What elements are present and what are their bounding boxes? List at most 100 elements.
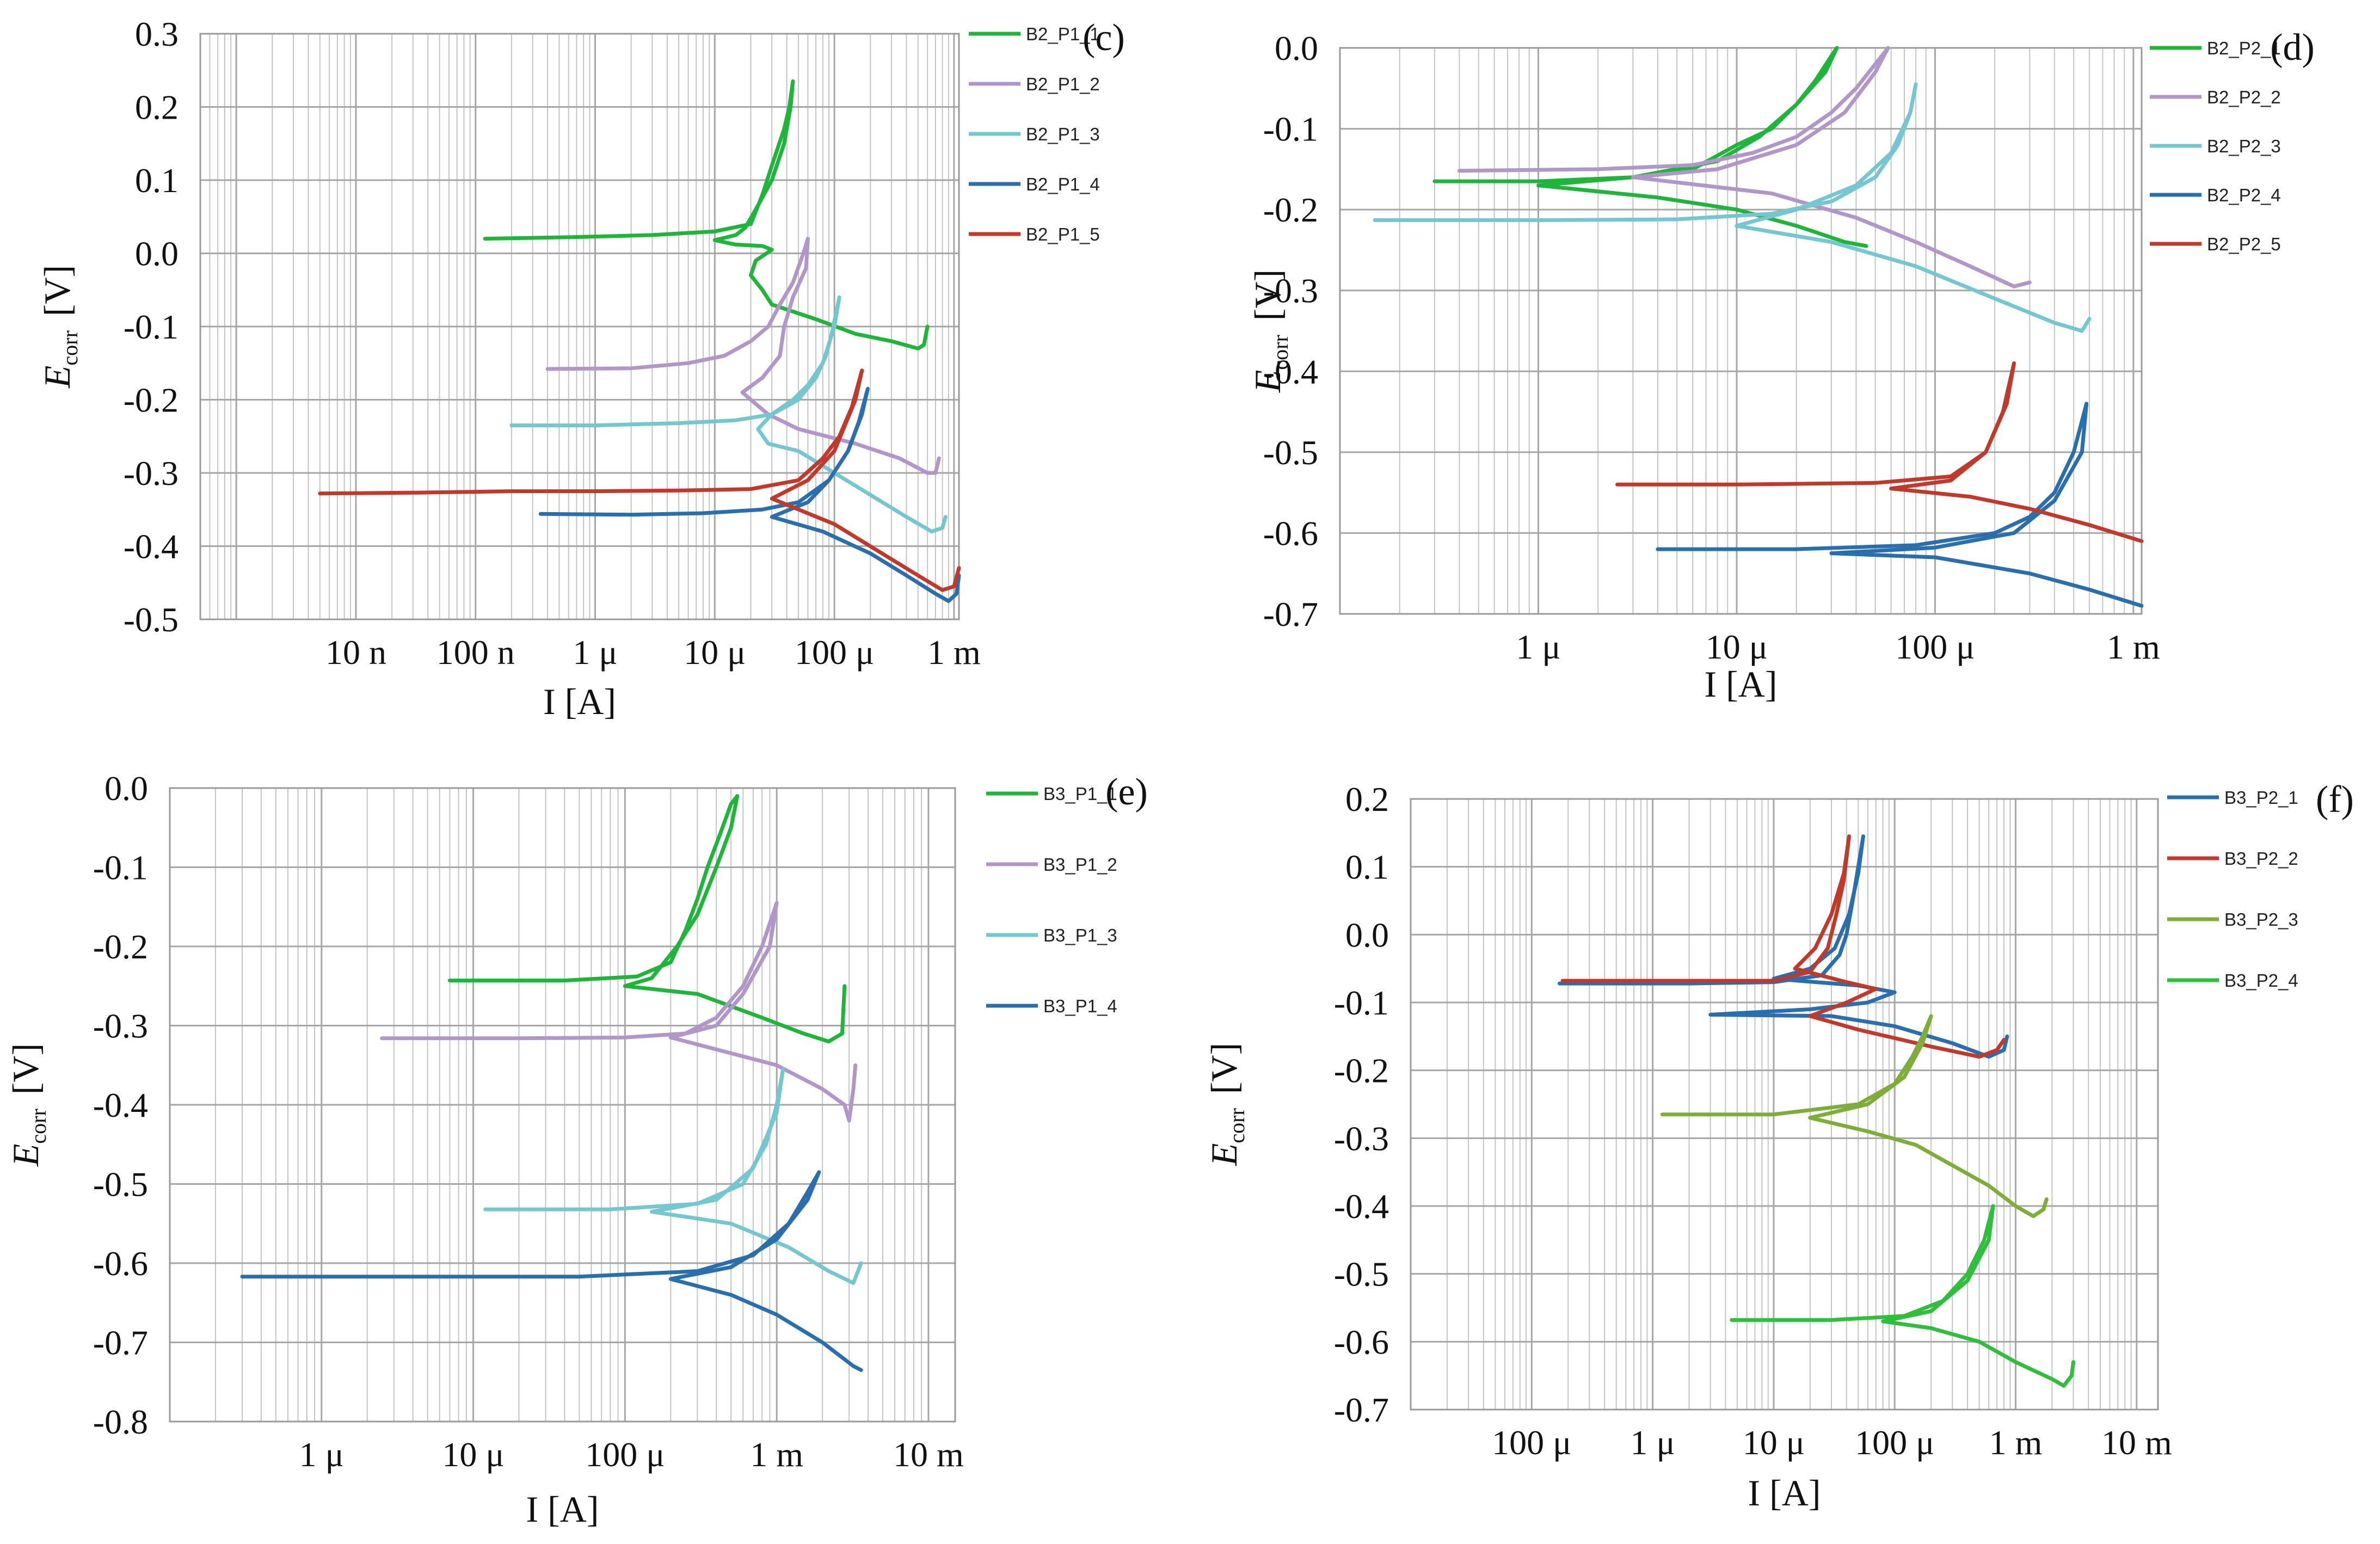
x-tick-label: 1 μ	[1630, 1423, 1675, 1462]
legend: B3_P2_1 B3_P2_2 B3_P2_3 B3_P2_4	[2167, 788, 2298, 991]
y-tick-label: -0.5	[1334, 1255, 1389, 1294]
grid-lines	[1410, 798, 2158, 1411]
chart-panel-e: 0.0 -0.1 -0.2 -0.3 -0.4 -0.5 -0.6 -0.7 -0.8 1 μ 10…	[5, 769, 1148, 1530]
legend-entry-label: B2_P2_4	[2207, 185, 2281, 205]
y-axis-subscript: corr	[58, 330, 82, 365]
y-tick-label: -0.3	[93, 1007, 148, 1045]
legend-entry-label: B2_P2_5	[2207, 234, 2281, 254]
legend-entry-label: B3_P1_1	[1043, 784, 1117, 804]
y-tick-label: 0.0	[104, 769, 148, 808]
y-tick-label: -0.2	[124, 381, 179, 420]
x-tick-label: 10 m	[2101, 1423, 2172, 1462]
y-axis-unit: [V]	[1203, 1043, 1245, 1094]
y-axis-symbol: E	[1203, 1143, 1245, 1167]
y-tick-label: -0.4	[1263, 352, 1318, 391]
legend-entry-label: B2_P1_2	[1026, 74, 1100, 94]
y-tick-label: -0.1	[1263, 110, 1318, 149]
series-line-b2-p2-2	[1457, 46, 2032, 288]
x-axis-label: I [A]	[1748, 1472, 1821, 1514]
x-tick-label: 1 μ	[1516, 628, 1560, 666]
series-line-b3-p1-4	[240, 1170, 863, 1372]
chart-panel-c: 0.3 0.2 0.1 0.0 -0.1 -0.2 -0.3 -0.4 -0.5 10 n 100 …	[36, 15, 1125, 722]
series-line-b3-p2-3	[1660, 1014, 2049, 1219]
series-line-b2-p1-2	[545, 237, 941, 475]
series-line-b3-p2-2	[1560, 834, 2006, 1059]
grid-lines	[169, 787, 955, 1423]
x-tick-label: 100 n	[436, 633, 515, 672]
y-tick-label: -0.7	[1334, 1391, 1389, 1429]
series-line-b2-p1-5	[318, 368, 961, 592]
x-tick-label: 1 μ	[299, 1435, 344, 1474]
series-line-b2-p2-4	[1656, 402, 2144, 608]
x-tick-label: 10 μ	[442, 1435, 504, 1474]
series-line-b2-p2-5	[1615, 361, 2144, 543]
x-tick-label: 100 μ	[585, 1435, 665, 1474]
y-tick-label: -0.3	[1263, 272, 1318, 310]
series-line-b2-p1-1	[483, 79, 930, 350]
y-tick-label: -0.3	[1334, 1119, 1389, 1158]
y-tick-label: -0.1	[93, 848, 148, 887]
legend: B2_P2_1 B2_P2_2 B2_P2_3 B2_P2_4 B2_P2_5	[2150, 38, 2281, 254]
x-tick-label: 10 μ	[1706, 628, 1768, 666]
series-lines	[318, 79, 961, 603]
y-axis-unit: [V]	[1247, 269, 1288, 321]
legend-entry-label: B3_P2_1	[2224, 788, 2298, 808]
y-tick-label: -0.2	[1334, 1051, 1389, 1090]
legend-entry-label: B2_P1_4	[1026, 174, 1100, 194]
y-tick-label: -0.4	[124, 527, 179, 566]
y-tick-label: -0.8	[93, 1402, 148, 1441]
y-tick-label: 0.3	[135, 15, 179, 53]
series-lines	[1373, 46, 2144, 608]
y-tick-label: -0.6	[1263, 514, 1318, 552]
panel-label: (d)	[2270, 27, 2315, 69]
y-axis-label: Ecorr [V]	[5, 1043, 51, 1167]
x-tick-label: 1 m	[750, 1435, 803, 1474]
x-tick-label: 100 μ	[795, 633, 874, 672]
x-tick-label: 10 n	[325, 633, 386, 672]
series-line-b3-p2-1	[1558, 834, 2009, 1059]
series-line-b2-p1-4	[538, 386, 961, 603]
y-tick-label: -0.2	[93, 927, 148, 966]
legend-entry-label: B3_P1_3	[1043, 925, 1117, 945]
y-axis-unit: [V]	[5, 1043, 46, 1094]
y-tick-label: 0.2	[1345, 780, 1389, 819]
y-axis-label: Ecorr [V]	[1203, 1043, 1249, 1166]
x-tick-label: 100 μ	[1895, 628, 1975, 666]
legend-entry-label: B3_P2_4	[2224, 970, 2298, 991]
x-axis-label: I [A]	[1704, 663, 1777, 705]
x-axis-label: I [A]	[526, 1488, 599, 1530]
y-tick-label: -0.5	[1263, 433, 1318, 472]
series-line-b2-p2-3	[1373, 82, 2092, 333]
series-lines	[1558, 834, 2076, 1388]
panel-label: (f)	[2316, 779, 2354, 821]
legend-entry-label: B2_P2_3	[2207, 136, 2281, 156]
legend-entry-label: B3_P1_4	[1043, 996, 1117, 1016]
legend-entry-label: B2_P1_1	[1026, 24, 1100, 44]
x-tick-label: 1 m	[1989, 1423, 2043, 1462]
y-axis-symbol: E	[36, 366, 78, 389]
series-line-b2-p2-1	[1432, 46, 1868, 248]
y-tick-label: 0.2	[135, 88, 179, 127]
y-tick-label: -0.5	[124, 600, 179, 639]
series-line-b3-p1-2	[380, 901, 858, 1123]
y-tick-label: -0.4	[1334, 1187, 1389, 1226]
y-tick-label: -0.1	[124, 307, 179, 346]
legend-entry-label: B3_P1_2	[1043, 854, 1117, 875]
legend: B2_P1_1 B2_P1_2 B2_P1_3 B2_P1_4 B2_P1_5	[969, 24, 1100, 244]
chart-panel-d: 0.0 -0.1 -0.2 -0.3 -0.4 -0.5 -0.6 -0.7 1 μ 10 μ 10…	[1247, 27, 2315, 705]
series-line-b3-p1-1	[447, 794, 847, 1044]
legend: B3_P1_1 B3_P1_2 B3_P1_3 B3_P1_4	[986, 784, 1117, 1016]
y-tick-label: 0.0	[1275, 29, 1318, 67]
plot-area-frame	[1339, 47, 2143, 615]
legend-entry-label: B2_P1_3	[1026, 124, 1100, 144]
y-tick-label: 0.0	[135, 235, 179, 273]
series-line-b2-p1-3	[509, 295, 948, 534]
panel-label: (c)	[1083, 17, 1125, 59]
y-axis-unit: [V]	[36, 265, 78, 316]
y-tick-label: -0.5	[93, 1165, 148, 1204]
x-tick-label: 10 μ	[684, 633, 746, 672]
legend-entry-label: B2_P2_2	[2207, 87, 2281, 107]
y-tick-label: -0.2	[1263, 190, 1318, 229]
y-tick-label: -0.7	[1263, 595, 1318, 633]
